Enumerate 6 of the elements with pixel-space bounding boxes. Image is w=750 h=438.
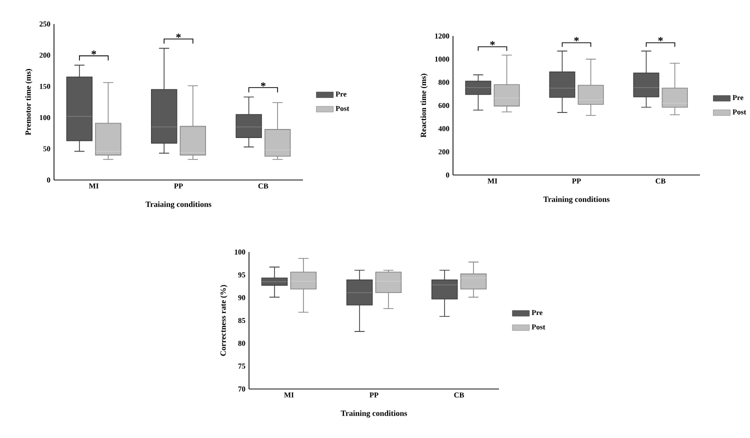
annotation: * [260, 82, 266, 86]
annotation: * [574, 37, 579, 42]
annotation: * [92, 50, 96, 55]
annotation: * [490, 41, 495, 46]
annotation: * [176, 34, 181, 38]
annotation: * [658, 37, 663, 42]
